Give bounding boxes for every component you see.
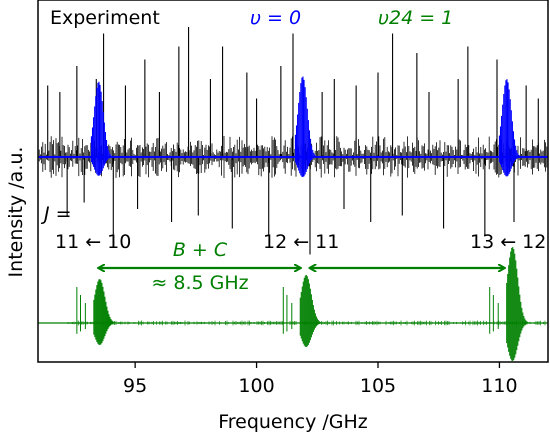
v0-trace <box>38 76 548 178</box>
x-tick-label: 100 <box>238 375 274 397</box>
transition-label-1: 11 ← 10 <box>55 231 131 253</box>
legend-v0: υ = 0 <box>250 7 301 29</box>
transition-label-3: 13 ← 12 <box>470 231 546 253</box>
j-label: J = <box>40 203 72 225</box>
x-tick-label: 105 <box>360 375 396 397</box>
v24-trace <box>38 247 548 361</box>
plot-area <box>38 27 548 361</box>
legend-experiment: Experiment <box>50 7 160 29</box>
x-axis-label: Frequency /GHz <box>218 411 368 433</box>
x-axis-ticks: 95 100 105 110 <box>123 362 518 397</box>
x-tick-label: 95 <box>123 375 147 397</box>
spacing-label-value: ≈ 8.5 GHz <box>151 272 248 294</box>
x-tick-label: 110 <box>481 375 517 397</box>
experiment-trace <box>38 27 548 255</box>
plot-frame <box>37 0 549 363</box>
legend-v24: υ24 = 1 <box>378 7 453 29</box>
transition-label-2: 12 ← 11 <box>263 231 339 253</box>
spacing-label-bc: B + C <box>173 239 228 261</box>
y-axis-label: Intensity /a.u. <box>5 147 27 278</box>
